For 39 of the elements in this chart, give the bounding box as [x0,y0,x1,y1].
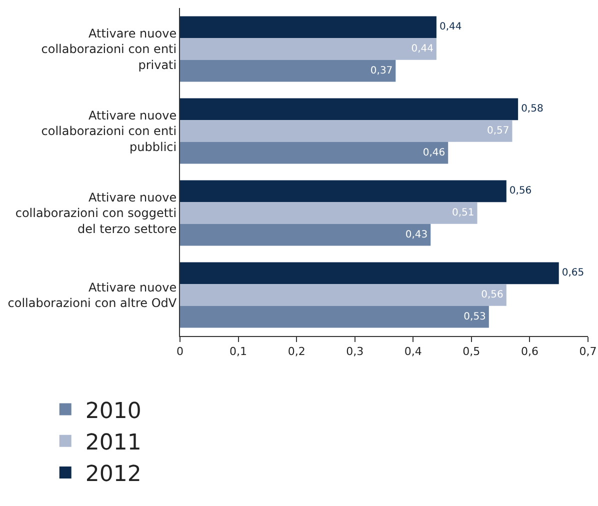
bar [180,98,518,120]
data-label: 0,46 [422,147,446,158]
bar [180,284,506,306]
x-tick-label: 0,1 [230,345,248,358]
data-label: 0,56 [509,186,532,197]
data-label: 0,57 [486,126,510,136]
data-label: 0,56 [481,290,504,300]
legend-label: 2012 [85,462,142,488]
data-label: 0,43 [405,229,428,240]
data-label: 0,53 [464,311,486,322]
x-tick-label: 0,6 [520,345,538,358]
x-tick-label: 0,7 [579,345,597,358]
bar [180,180,506,202]
x-tick-label: 0,5 [462,345,480,358]
bar [180,60,396,82]
y-tick-label: Attivare nuove collaborazioni con soggetti del terzo settore [15,190,177,236]
data-label: 0,58 [521,104,544,115]
bar [180,142,448,164]
bar [180,202,478,224]
bar [180,262,559,284]
legend-label: 2010 [85,398,142,424]
data-label: 0,44 [411,44,434,54]
y-tick-label: Attivare nuove collaborazioni con altre OdV [8,280,178,310]
bar [180,224,431,246]
bar [180,38,436,60]
data-label: 0,37 [370,65,393,76]
y-tick-label: Attivare nuove collaborazioni con enti pubblici [41,108,177,154]
x-tick-label: 0 [176,345,184,358]
data-label: 0,51 [452,208,474,218]
y-tick-label: Attivare nuove collaborazioni con enti privati [41,26,177,72]
x-tick-label: 0,3 [346,345,364,358]
bar [180,306,489,328]
legend-label: 2011 [85,430,142,456]
x-tick-label: 0,2 [288,345,306,358]
bar [180,120,512,142]
bar [180,16,436,38]
x-tick-label: 0,4 [404,345,422,358]
data-label: 0,44 [439,22,462,33]
data-label: 0,65 [562,268,584,279]
